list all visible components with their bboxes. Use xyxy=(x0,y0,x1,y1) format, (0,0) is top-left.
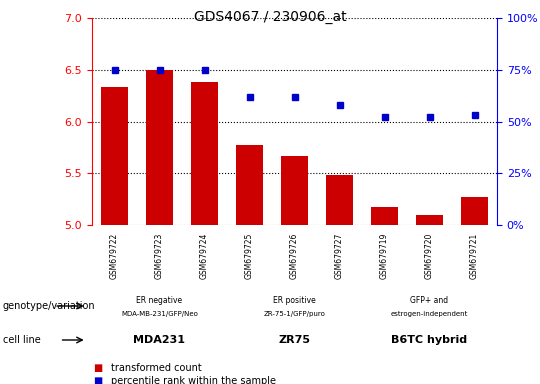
Text: GSM679722: GSM679722 xyxy=(110,233,119,279)
Bar xyxy=(146,70,173,225)
Text: GFP+ and: GFP+ and xyxy=(410,296,449,305)
Bar xyxy=(461,197,488,225)
Text: MDA-MB-231/GFP/Neo: MDA-MB-231/GFP/Neo xyxy=(121,311,198,317)
Bar xyxy=(191,82,218,225)
Bar xyxy=(416,215,443,225)
Text: cell line: cell line xyxy=(3,335,40,345)
Text: GSM679719: GSM679719 xyxy=(380,233,389,279)
Text: GSM679727: GSM679727 xyxy=(335,233,344,279)
Text: GSM679723: GSM679723 xyxy=(155,233,164,279)
Text: GSM679726: GSM679726 xyxy=(290,233,299,279)
Text: ZR-75-1/GFP/puro: ZR-75-1/GFP/puro xyxy=(264,311,326,317)
Bar xyxy=(281,156,308,225)
Bar xyxy=(101,87,128,225)
Text: MDA231: MDA231 xyxy=(133,335,186,345)
Text: genotype/variation: genotype/variation xyxy=(3,301,96,311)
Text: GDS4067 / 230906_at: GDS4067 / 230906_at xyxy=(194,10,346,24)
Text: B6TC hybrid: B6TC hybrid xyxy=(392,335,468,345)
Text: ■: ■ xyxy=(93,376,102,384)
Text: GSM679720: GSM679720 xyxy=(425,233,434,279)
Bar xyxy=(236,145,263,225)
Text: GSM679725: GSM679725 xyxy=(245,233,254,279)
Text: transformed count: transformed count xyxy=(111,363,201,373)
Text: ■: ■ xyxy=(93,363,102,373)
Bar xyxy=(371,207,398,225)
Text: ER negative: ER negative xyxy=(137,296,183,305)
Text: estrogen-independent: estrogen-independent xyxy=(391,311,468,317)
Text: ER positive: ER positive xyxy=(273,296,316,305)
Text: GSM679721: GSM679721 xyxy=(470,233,479,279)
Bar xyxy=(326,175,353,225)
Text: GSM679724: GSM679724 xyxy=(200,233,209,279)
Text: ZR75: ZR75 xyxy=(279,335,310,345)
Text: percentile rank within the sample: percentile rank within the sample xyxy=(111,376,276,384)
